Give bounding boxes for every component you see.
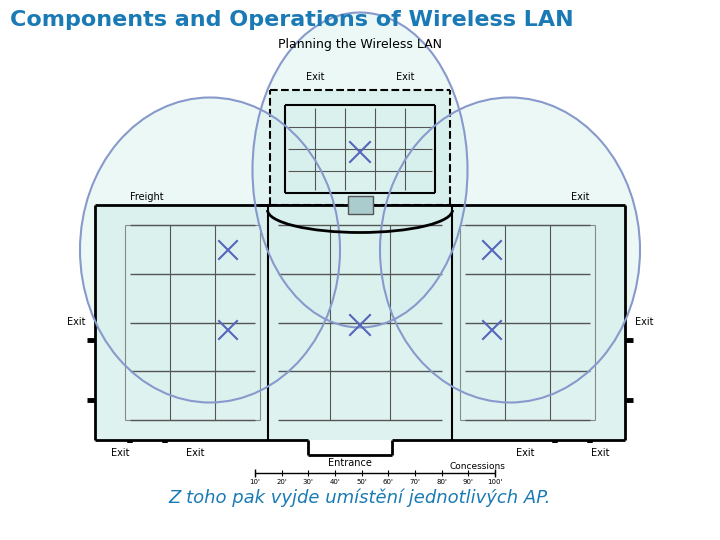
Text: Planning the Wireless LAN: Planning the Wireless LAN [278, 38, 442, 51]
Text: 100': 100' [487, 479, 503, 485]
Ellipse shape [253, 12, 467, 327]
Text: Freight: Freight [130, 192, 163, 202]
Text: Exit: Exit [396, 72, 414, 82]
Text: Components and Operations of Wireless LAN: Components and Operations of Wireless LA… [10, 10, 574, 30]
Text: Entrance: Entrance [328, 458, 372, 468]
Text: Exit: Exit [516, 448, 534, 458]
Text: 70': 70' [410, 479, 420, 485]
Text: 50': 50' [356, 479, 367, 485]
Text: Exit: Exit [635, 317, 654, 327]
Bar [270, 90, 450, 205]
Text: 10': 10' [250, 479, 261, 485]
Text: Concessions: Concessions [450, 462, 506, 471]
Text: 60': 60' [383, 479, 394, 485]
Bar [95, 205, 625, 440]
Text: Exit: Exit [186, 448, 204, 458]
Text: 20': 20' [276, 479, 287, 485]
Text: 90': 90' [463, 479, 474, 485]
Text: 40': 40' [330, 479, 341, 485]
Text: Z toho pak vyjde umístění jednotlivých AP.: Z toho pak vyjde umístění jednotlivých A… [168, 489, 552, 507]
Text: 30': 30' [303, 479, 314, 485]
Text: 80': 80' [436, 479, 447, 485]
Text: Exit: Exit [66, 317, 85, 327]
Bar [348, 196, 373, 214]
Text: Exit: Exit [590, 448, 609, 458]
Ellipse shape [380, 98, 640, 402]
Text: Exit: Exit [572, 192, 590, 202]
Text: Exit: Exit [306, 72, 324, 82]
Ellipse shape [80, 98, 340, 402]
Text: Exit: Exit [111, 448, 130, 458]
